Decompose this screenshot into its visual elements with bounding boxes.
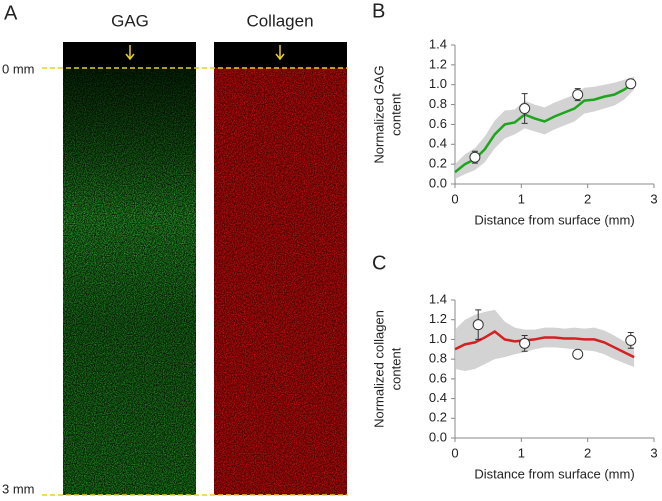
gag-image: [63, 68, 196, 495]
x-tick-label: 1: [518, 445, 525, 460]
y-tick-label: 1.0: [429, 331, 447, 346]
point: [572, 89, 584, 101]
panel-label: A: [4, 2, 18, 24]
collagen-image: [214, 68, 347, 495]
point: [625, 334, 637, 346]
point: [519, 103, 531, 115]
point: [572, 348, 584, 360]
data-line: [454, 330, 635, 359]
x-tick-label: 1: [518, 191, 525, 206]
point: [469, 151, 481, 163]
x-label: Distance from surface (mm): [474, 212, 634, 227]
y-tick-label: 0.4: [429, 390, 447, 405]
point: [625, 78, 637, 90]
y-tick-label: 1.4: [429, 36, 447, 51]
y-label: Normalized GAG: [371, 65, 386, 163]
y-tick-label: 0.2: [429, 410, 447, 425]
band: [455, 309, 635, 371]
y-label: Normalized collagen: [371, 310, 386, 428]
y-tick-label: 1.0: [429, 76, 447, 91]
point: [519, 337, 531, 349]
depth-label: 3 mm: [2, 481, 35, 496]
y-tick-label: 0.0: [429, 429, 447, 444]
y-label: content: [388, 93, 403, 136]
x-tick-label: 2: [584, 445, 591, 460]
point: [472, 319, 484, 331]
y-tick-label: 0.0: [429, 175, 447, 190]
data-line: [454, 81, 635, 174]
panel-label: B: [372, 0, 385, 22]
y-tick-label: 0.6: [429, 116, 447, 131]
y-tick-label: 1.4: [429, 291, 447, 306]
y-tick-label: 1.2: [429, 56, 447, 71]
x-tick-label: 3: [650, 191, 657, 206]
arrows: [125, 45, 285, 61]
x-tick-label: 0: [451, 445, 458, 460]
y-tick-label: 0.2: [429, 156, 447, 171]
x-tick-label: 2: [584, 191, 591, 206]
y-tick-label: 0.8: [429, 351, 447, 366]
image-title: GAG: [111, 11, 149, 30]
panel-label: C: [372, 252, 386, 274]
y-tick-label: 0.8: [429, 96, 447, 111]
image-title: Collagen: [246, 11, 313, 30]
x-tick-label: 3: [650, 445, 657, 460]
band: [455, 76, 635, 180]
y-tick-label: 0.4: [429, 136, 447, 151]
y-label: content: [388, 347, 403, 390]
x-tick-label: 0: [451, 191, 458, 206]
depth-label: 0 mm: [2, 61, 35, 76]
y-tick-label: 0.6: [429, 370, 447, 385]
x-label: Distance from surface (mm): [474, 466, 634, 481]
y-tick-label: 1.2: [429, 311, 447, 326]
